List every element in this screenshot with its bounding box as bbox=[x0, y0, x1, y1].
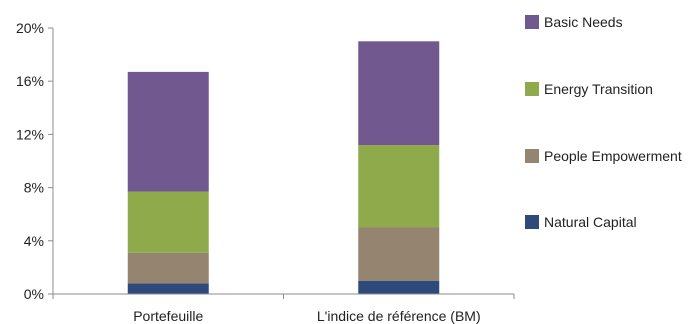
y-tick-label: 0% bbox=[24, 286, 44, 302]
bar-segment-natural-capital-1 bbox=[358, 280, 440, 294]
legend-label-natural-capital: Natural Capital bbox=[544, 214, 637, 230]
y-tick-label: 12% bbox=[16, 126, 44, 142]
legend-swatch-people-empowerment bbox=[525, 149, 539, 163]
legend-label-people-empowerment: People Empowerment bbox=[544, 148, 682, 164]
x-tick-label: L'indice de référence (BM) bbox=[317, 308, 481, 324]
bar-segment-people-empowerment-0 bbox=[127, 252, 209, 284]
axes-layer: Portefeuille L'indice de référence (BM) 0%… bbox=[16, 20, 515, 324]
legend-swatch-energy-transition bbox=[525, 82, 539, 96]
y-tick-label: 20% bbox=[16, 20, 44, 36]
y-tick-label: 4% bbox=[24, 233, 44, 249]
legend-swatch-natural-capital bbox=[525, 215, 539, 229]
bars-layer bbox=[127, 41, 440, 294]
bar-segment-energy-transition-0 bbox=[127, 191, 209, 253]
bar-segment-basic-needs-1 bbox=[358, 41, 440, 146]
legend-label-energy-transition: Energy Transition bbox=[544, 81, 653, 97]
y-tick-label: 16% bbox=[16, 73, 44, 89]
bar-segment-basic-needs-0 bbox=[127, 71, 209, 192]
y-tick-label: 8% bbox=[24, 180, 44, 196]
bar-segment-people-empowerment-1 bbox=[358, 227, 440, 281]
bar-segment-natural-capital-0 bbox=[127, 283, 209, 294]
x-tick-label: Portefeuille bbox=[133, 308, 203, 324]
legend-label-basic-needs: Basic Needs bbox=[544, 14, 623, 30]
legend-swatch-basic-needs bbox=[525, 15, 539, 29]
legend: Basic Needs Energy Transition People Empow… bbox=[525, 14, 682, 230]
bar-segment-energy-transition-1 bbox=[358, 145, 440, 228]
